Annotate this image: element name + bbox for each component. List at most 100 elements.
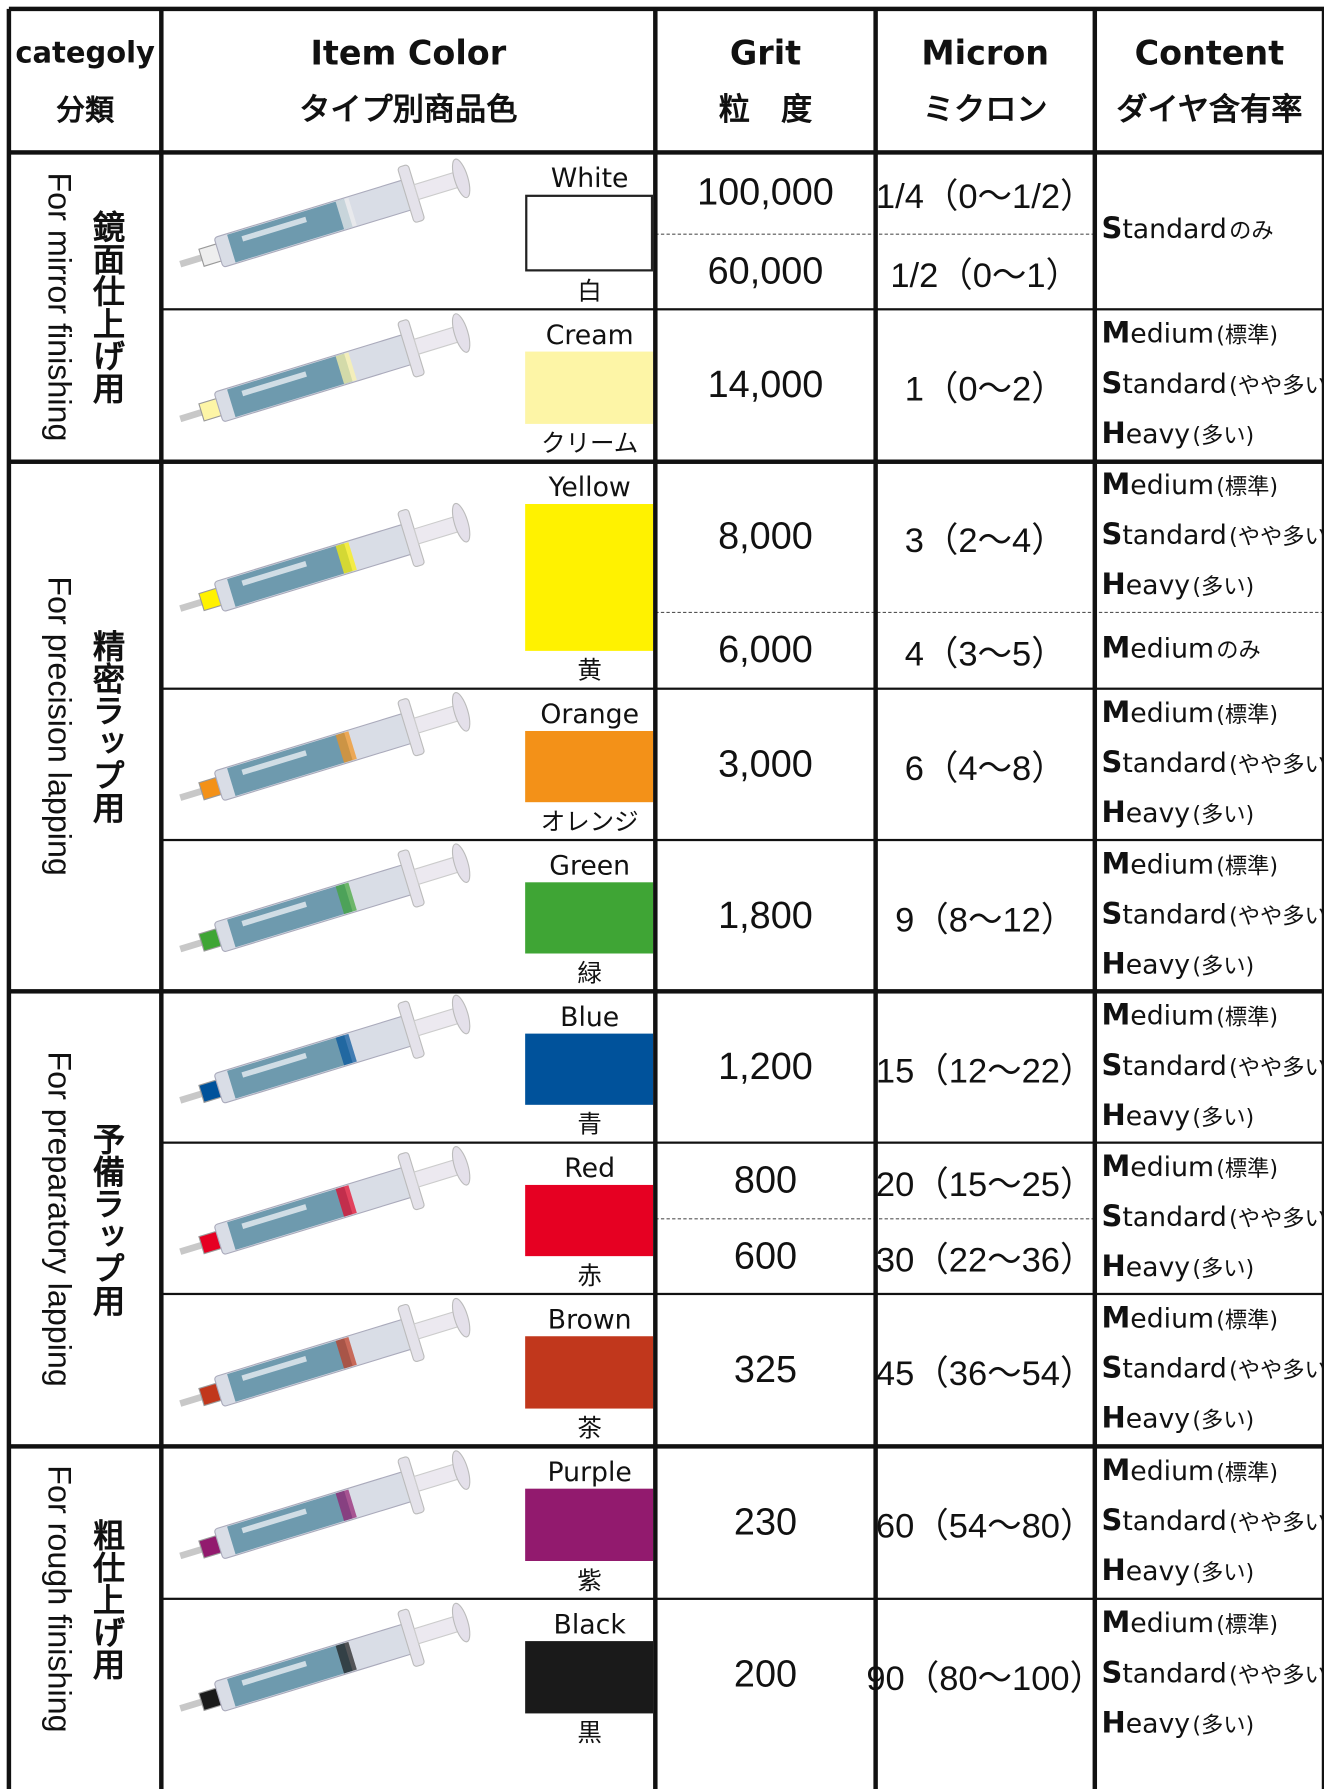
- grit-value: 60,000: [707, 249, 824, 293]
- content-line: Heavy (多い): [1101, 789, 1321, 839]
- content-cell: Medium(標準)Standard(やや多い)Heavy(多い): [1101, 1446, 1324, 1598]
- row-divider: [161, 307, 1324, 311]
- content-note: のみ: [1229, 216, 1274, 244]
- content-note: (標準): [1216, 700, 1279, 728]
- content-term: Standard: [1101, 1351, 1227, 1386]
- column-divider: [1321, 8, 1324, 1789]
- content-note: (やや多い): [1229, 1053, 1324, 1080]
- content-line: Standard(やや多い): [1101, 1498, 1324, 1548]
- content-note: (やや多い): [1229, 901, 1324, 929]
- product-table: categoly 分類 Item Color タイプ別商品色 Grit 粒 度 Micron…: [6, 6, 1324, 1789]
- content-cell: Medium(標準)Standard(やや多い)Heavy(多い): [1101, 840, 1324, 991]
- color-name-ja: オレンジ: [540, 808, 639, 837]
- row-divider: [161, 687, 1324, 691]
- color-name-ja: 緑: [577, 960, 602, 988]
- content-line: Standard(やや多い): [1101, 1042, 1324, 1092]
- content-cell: Medium のみ: [1101, 612, 1321, 689]
- content-line: Standard(やや多い): [1101, 360, 1324, 410]
- content-note: (標準): [1216, 1306, 1279, 1333]
- row-divider: [8, 150, 1324, 155]
- color-swatch: [525, 194, 654, 272]
- syringe-image: [179, 692, 471, 801]
- color-name-en: Blue: [560, 1001, 620, 1033]
- grit-value: 8,000: [718, 514, 813, 558]
- content-term: Medium: [1101, 1301, 1215, 1336]
- color-name-ja: 青: [577, 1111, 602, 1140]
- color-name-ja: 茶: [577, 1415, 602, 1444]
- content-note: (標準): [1216, 1611, 1279, 1638]
- content-term: Standard: [1101, 746, 1227, 780]
- color-swatch: [525, 1033, 654, 1105]
- content-note: のみ: [1216, 636, 1261, 663]
- group-label-ja: 粗仕上げ用: [87, 1518, 126, 1680]
- content-term: Medium: [1101, 998, 1215, 1032]
- color-swatch: [525, 730, 654, 803]
- content-term: Standard: [1101, 1199, 1227, 1234]
- micron-value: 45（36〜54）: [875, 1354, 1095, 1393]
- content-term: Medium: [1101, 1149, 1215, 1184]
- content-term: Heavy: [1101, 417, 1191, 451]
- content-line: Standard(やや多い): [1101, 1193, 1324, 1243]
- content-line: Heavy (多い): [1101, 411, 1321, 461]
- syringe-image: [179, 1450, 471, 1560]
- syringe-image: [179, 158, 471, 268]
- color-swatch: [525, 1336, 654, 1409]
- color-name-en: Green: [549, 850, 631, 882]
- content-note: (標準): [1216, 1154, 1279, 1182]
- content-note: (やや多い): [1229, 1204, 1324, 1232]
- grit-value: 6,000: [718, 628, 813, 671]
- content-term: Standard: [1101, 518, 1227, 552]
- color-swatch: [525, 1184, 654, 1257]
- content-note: (多い): [1192, 1254, 1255, 1282]
- content-term: Medium: [1101, 468, 1215, 502]
- content-cell: Medium(標準)Standard(やや多い)Heavy(多い): [1101, 1294, 1324, 1446]
- color-name-en: Red: [564, 1152, 616, 1184]
- content-note: (標準): [1216, 851, 1279, 879]
- column-divider: [873, 8, 878, 1789]
- content-note: (標準): [1216, 472, 1279, 500]
- content-line: Heavy (多い): [1101, 1700, 1321, 1750]
- content-term: Heavy: [1101, 796, 1191, 830]
- row-divider: [8, 6, 1324, 12]
- content-note: (多い): [1192, 1406, 1255, 1434]
- content-note: (多い): [1192, 1558, 1255, 1586]
- content-term: Standard: [1101, 367, 1227, 401]
- header-ja: 粒 度: [718, 91, 813, 128]
- micron-value: 1/4（0〜1/2）: [875, 177, 1095, 217]
- content-note: (多い): [1192, 1711, 1255, 1738]
- micron-value: 20（15〜25）: [875, 1164, 1095, 1204]
- content-note: (やや多い): [1229, 1356, 1324, 1383]
- group-label-en: For mirror finishing: [40, 172, 77, 442]
- micron-value: 1（0〜2）: [904, 369, 1066, 409]
- column-divider: [1092, 8, 1098, 1789]
- content-cell: Medium(標準)Standard(やや多い)Heavy(多い): [1101, 309, 1324, 461]
- content-term: Medium: [1101, 317, 1215, 351]
- header-en: Content: [1134, 33, 1285, 73]
- content-note: (やや多い): [1229, 750, 1324, 778]
- color-name-ja: クリーム: [541, 430, 639, 459]
- content-term: Medium: [1101, 847, 1215, 881]
- micron-value: 3（2〜4）: [904, 520, 1066, 560]
- content-note: (やや多い): [1229, 522, 1324, 550]
- header-en: Micron: [921, 33, 1050, 73]
- color-name-ja: 黄: [577, 657, 602, 686]
- content-line: Medium (標準): [1101, 1143, 1321, 1193]
- content-cell: Medium(標準)Standard(やや多い)Heavy(多い): [1101, 1143, 1324, 1294]
- content-cell: Medium(標準)Standard(やや多い)Heavy(多い): [1101, 462, 1324, 612]
- content-line: Medium (標準): [1101, 310, 1321, 360]
- column-divider: [6, 8, 12, 1789]
- grit-value: 3,000: [718, 742, 813, 785]
- color-name-en: Black: [553, 1608, 626, 1640]
- content-note: (標準): [1216, 321, 1279, 349]
- content-line: Standard(やや多い): [1101, 1345, 1324, 1395]
- content-term: Heavy: [1101, 1706, 1191, 1741]
- content-term: Heavy: [1101, 1250, 1191, 1284]
- color-swatch: [525, 1641, 654, 1714]
- color-name-en: Yellow: [548, 471, 631, 503]
- color-name-ja: 白: [577, 278, 602, 306]
- micron-value: 6（4〜8）: [904, 748, 1066, 788]
- group-label-en: For precision lapping: [40, 576, 77, 877]
- grit-value: 200: [733, 1653, 798, 1696]
- content-line: Standard(やや多い): [1101, 1650, 1324, 1700]
- content-line: Standard(やや多い): [1101, 891, 1324, 941]
